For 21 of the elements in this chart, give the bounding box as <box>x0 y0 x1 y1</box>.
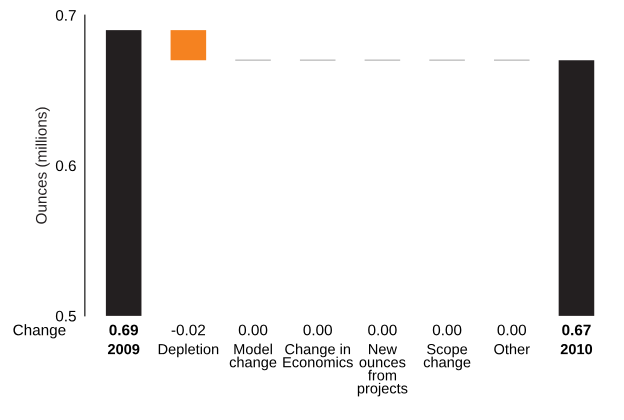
data-label: 0.00 <box>498 324 526 336</box>
y-tick-label: 0.6 <box>56 160 76 172</box>
text: Change <box>13 324 66 338</box>
x-tick-label: Model change <box>230 344 276 370</box>
x-tick-label: New ounces from projects <box>358 344 408 396</box>
x-tick-label: Scope change <box>424 344 470 370</box>
data-label: 0.67 <box>562 324 591 336</box>
data-label: 0.00 <box>432 324 462 336</box>
data-label: 0.00 <box>303 324 332 336</box>
x-tick-label: Change in Economics <box>283 344 353 368</box>
data-label: 0.00 <box>368 324 397 336</box>
y-tick-label: 0.7 <box>56 10 76 21</box>
y-axis-title: Ounces (millions) <box>35 107 50 224</box>
data-label: 0.00 <box>238 324 268 336</box>
x-tick-label: 2009 <box>108 344 140 354</box>
data-label: 0.69 <box>109 324 138 336</box>
x-tick-label: Other <box>494 344 530 354</box>
x-tick-label: 2010 <box>560 344 592 354</box>
y-tick-label: 0.5 <box>56 310 76 322</box>
x-tick-label: Depletion <box>158 344 218 358</box>
data-label: -0.02 <box>172 324 206 336</box>
